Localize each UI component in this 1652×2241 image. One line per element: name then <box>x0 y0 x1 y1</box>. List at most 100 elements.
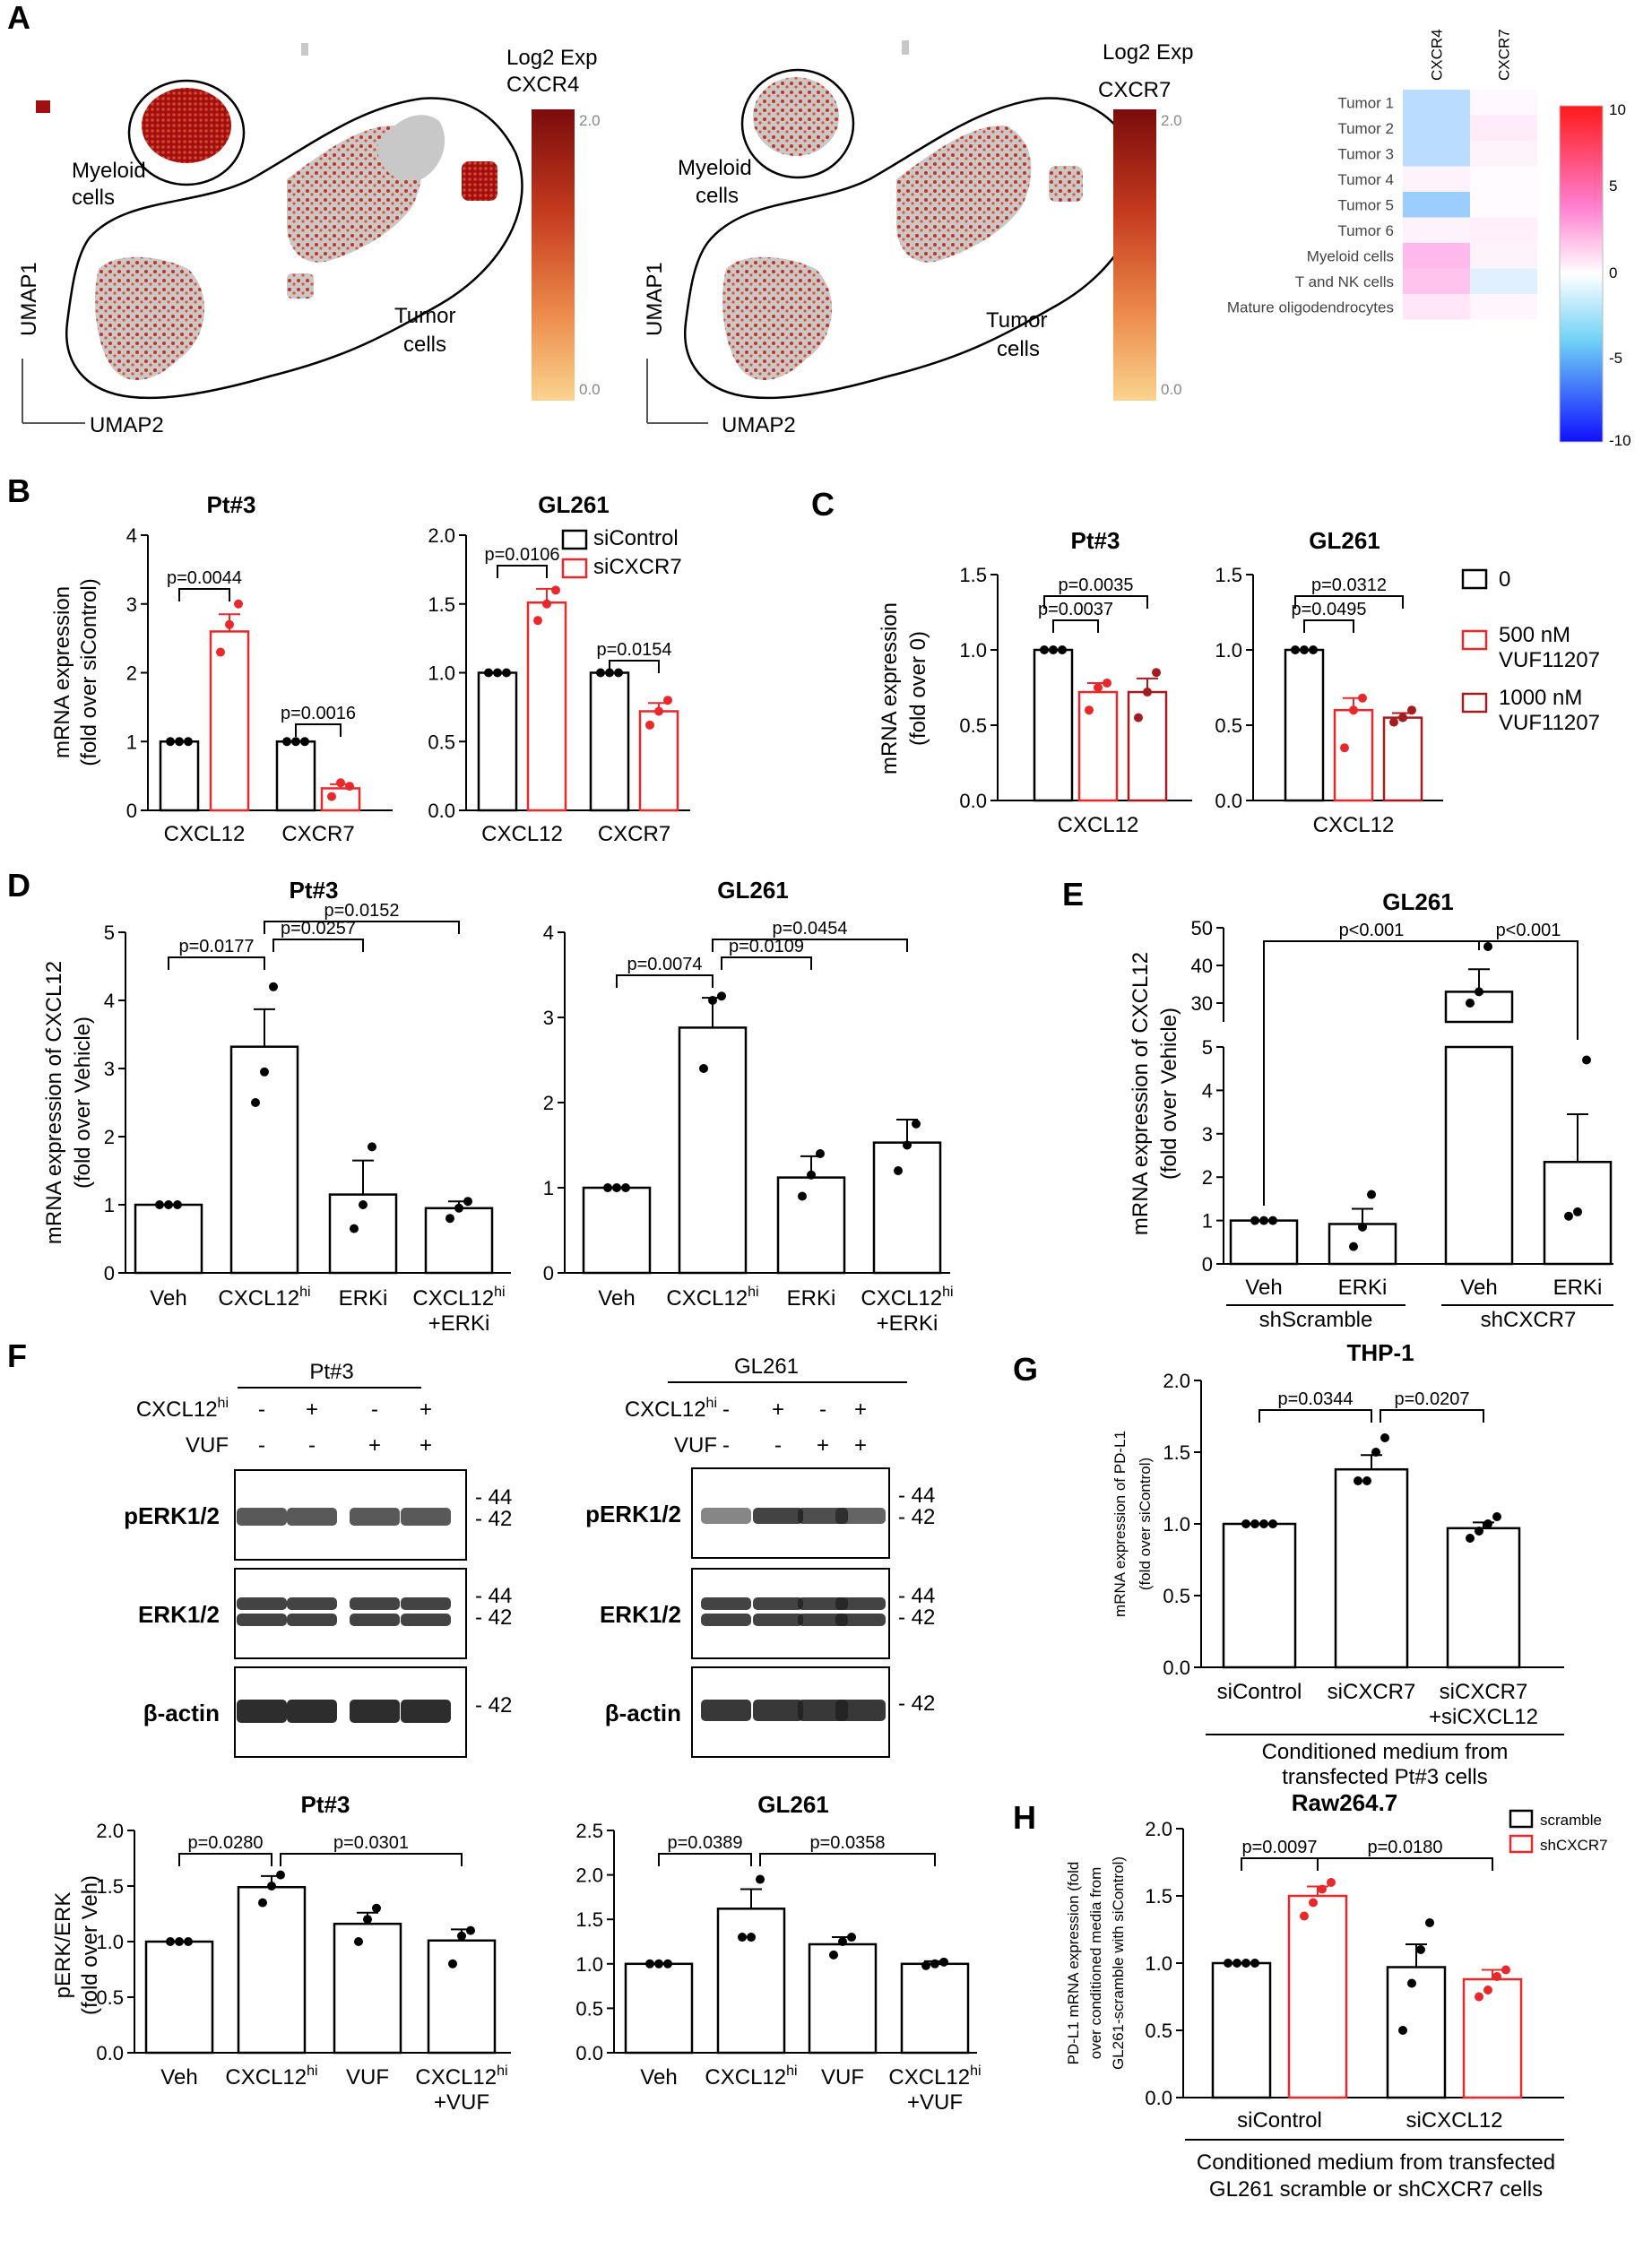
sig-bracket <box>497 565 548 578</box>
y-tick-label: 0.0 <box>959 790 987 812</box>
label-myeloid: cells <box>696 184 739 208</box>
panel-label-a: A <box>7 0 30 36</box>
data-point <box>258 1898 267 1908</box>
bar <box>1328 1223 1397 1266</box>
x-tick-label: Veh <box>1460 1276 1497 1300</box>
bar <box>159 740 200 812</box>
bar <box>1386 1966 1447 2099</box>
data-point <box>1300 1911 1309 1921</box>
panel-label-e: E <box>1062 876 1084 913</box>
p-value: p=0.0301 <box>333 1833 409 1853</box>
label-myeloid: Myeloid <box>678 156 752 180</box>
x-tick-label: Veh <box>640 2065 677 2090</box>
sig-bracket <box>1380 1409 1484 1423</box>
chart-title: Pt#3 <box>301 1791 350 1818</box>
data-point <box>1250 1216 1259 1225</box>
y-axis-label: mRNA expression <box>50 586 74 758</box>
p-value: p=0.0180 <box>1368 1838 1443 1857</box>
data-point <box>1475 1992 1483 2002</box>
footer-label: Conditioned medium from <box>1262 1740 1509 1764</box>
data-point <box>829 1950 838 1960</box>
sig-bracket <box>658 1853 752 1866</box>
blot-condition-label: CXCL12hi <box>136 1396 229 1422</box>
y-axis-label: pERK/ERK <box>51 1892 75 1999</box>
y-tick-label: 0.0 <box>428 800 455 822</box>
heatmap-cell <box>1403 141 1470 167</box>
sig-bracket <box>264 921 460 934</box>
data-point <box>1483 1519 1492 1528</box>
x-tick-label: CXCR7 <box>281 822 354 846</box>
tumor-cluster <box>376 115 445 181</box>
bar <box>582 1186 652 1275</box>
data-point <box>699 1064 708 1073</box>
y-tick-label: 0.5 <box>428 731 455 753</box>
sig-bracket <box>1258 1409 1372 1423</box>
data-point <box>654 706 663 716</box>
data-point <box>1354 1476 1362 1485</box>
data-point <box>1300 645 1309 654</box>
data-point <box>155 1200 164 1209</box>
y-tick-label: 4 <box>543 921 554 944</box>
x-tick-label: Veh <box>150 1286 186 1311</box>
y-axis-label: (fold over Vehicle) <box>1157 1008 1181 1180</box>
blot-band <box>401 1614 451 1626</box>
y-tick-label: 1.0 <box>96 1931 124 1953</box>
data-point <box>1380 1433 1389 1442</box>
data-point <box>612 1183 621 1192</box>
blot-sign: + <box>817 1433 829 1458</box>
x-tick-label: +VUF <box>907 2090 963 2115</box>
tumor-cluster <box>94 256 205 380</box>
colorbar <box>532 109 575 401</box>
data-point <box>1358 693 1367 703</box>
blot-band <box>835 1614 886 1626</box>
bar <box>678 1026 748 1275</box>
data-point <box>1340 743 1349 753</box>
p-value: p=0.0280 <box>188 1833 264 1853</box>
tumor-outline <box>684 97 1142 400</box>
data-point <box>1358 1222 1367 1232</box>
data-point <box>354 1937 363 1946</box>
y-tick-label: 2.0 <box>1145 1818 1172 1840</box>
data-point <box>717 991 726 1001</box>
x-tick-label: VUF <box>821 2065 864 2090</box>
colorbar-tick-max: 2.0 <box>1161 112 1182 129</box>
data-point <box>1389 717 1398 727</box>
x-tick-label: CXCL12hi <box>412 1285 505 1311</box>
data-point <box>327 792 336 801</box>
blot-mw-marker: - 44 <box>898 1484 935 1508</box>
y-tick-label: 1.5 <box>1145 1885 1172 1908</box>
y-tick-label: 0 <box>126 800 137 822</box>
data-point <box>234 599 243 609</box>
y-tick-label: 0 <box>1202 1253 1213 1276</box>
y-axis-label: mRNA expression of PD-L1 <box>1111 1431 1129 1617</box>
bar <box>624 1962 694 2055</box>
data-point <box>1094 683 1103 692</box>
data-point <box>663 1959 672 1968</box>
data-point <box>1224 1959 1233 1968</box>
bar <box>716 1908 786 2055</box>
heatmap-row-label: Tumor 2 <box>1337 120 1394 137</box>
x-tick-label: CXCL12 <box>164 822 246 846</box>
data-point <box>807 1170 816 1180</box>
data-point <box>1582 1055 1591 1065</box>
data-point <box>276 1870 285 1880</box>
heatmap-row-label: Tumor 5 <box>1337 196 1394 213</box>
y-tick-label: 3 <box>1202 1123 1213 1146</box>
umap-dot-stray <box>301 43 308 56</box>
data-point <box>1241 1959 1250 1968</box>
y-tick-label: 1 <box>1202 1210 1213 1233</box>
p-value: p<0.001 <box>1496 921 1561 940</box>
data-point <box>1327 1878 1336 1887</box>
panel-label-b: B <box>7 472 30 509</box>
y-tick-label: 1 <box>543 1177 554 1199</box>
x-tick-label: siCXCR7 <box>1328 1680 1416 1704</box>
blot-sign: - <box>722 1433 730 1458</box>
tumor-cluster <box>896 125 1032 263</box>
blot-band <box>835 1700 886 1721</box>
blot-band <box>701 1508 751 1524</box>
legend-label: VUF11207 <box>1499 648 1600 672</box>
blot-sign: + <box>419 1397 432 1422</box>
y-axis-label: (fold over siControl) <box>1137 1458 1154 1590</box>
heatmap-colorbar <box>1559 105 1604 443</box>
data-point <box>1259 1216 1268 1225</box>
